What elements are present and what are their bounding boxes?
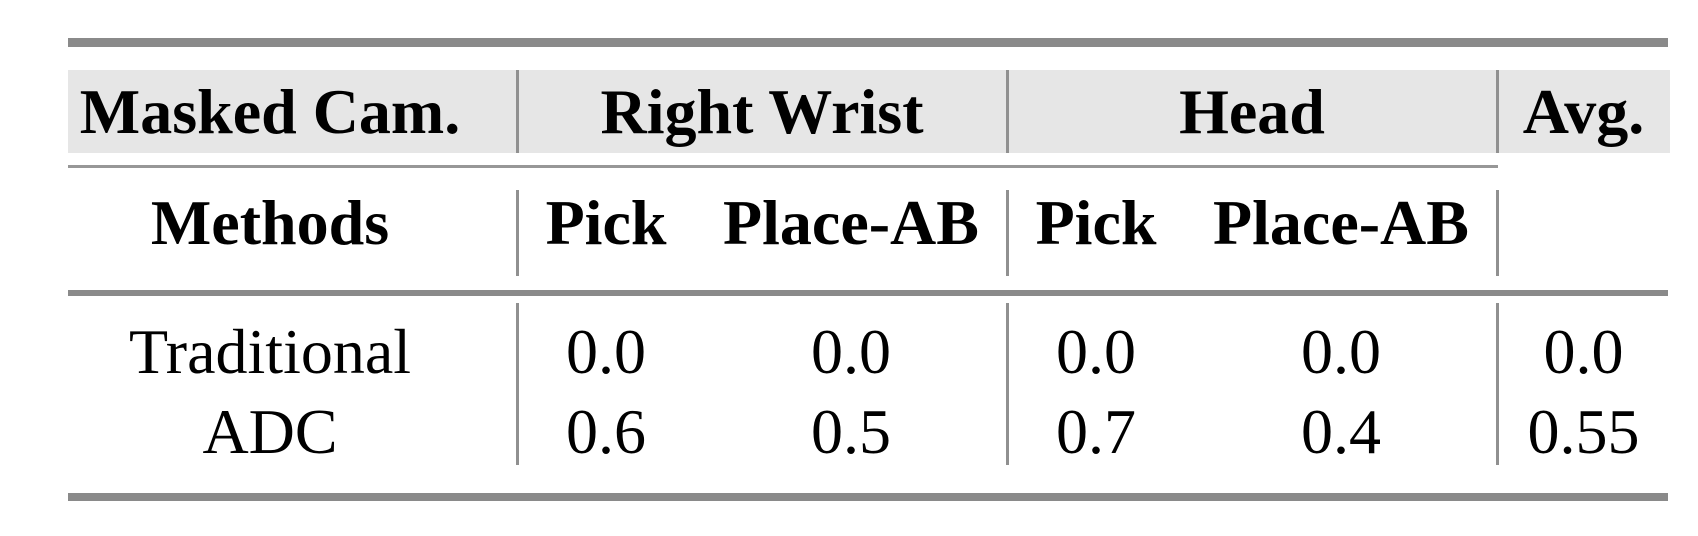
row-traditional-rw-pick: 0.0 [566,316,646,387]
header-rw-pick: Pick [545,187,667,258]
row-traditional-avg: 0.0 [1543,316,1624,387]
header-band [68,70,1670,153]
column-divider [516,70,519,153]
header-head: Head [1179,75,1325,147]
row-adc-rw-place-ab: 0.5 [811,396,891,467]
row-adc-rw-pick: 0.6 [566,396,646,467]
header-avg: Avg. [1522,75,1645,147]
row-adc-head-pick: 0.7 [1056,396,1136,467]
header-head-pick: Pick [1035,187,1157,258]
header-masked-cam: Masked Cam. [79,75,461,147]
column-divider [516,303,519,465]
row-traditional-rw-place-ab: 0.0 [811,316,891,387]
column-divider [516,190,519,276]
column-divider [1006,190,1009,276]
row-traditional-head-pick: 0.0 [1056,316,1136,387]
top-rule [68,38,1668,47]
header-methods: Methods [150,187,390,258]
bottom-rule [68,493,1668,501]
mid-rule [68,290,1668,296]
column-divider [1496,70,1499,153]
row-adc-method: ADC [202,396,338,467]
row-traditional-method: Traditional [128,316,412,387]
column-divider [1496,303,1499,465]
row-traditional-head-place-ab: 0.0 [1301,316,1381,387]
row-adc-head-place-ab: 0.4 [1301,396,1381,467]
column-divider [1006,70,1009,153]
header-right-wrist: Right Wrist [600,75,924,147]
header-head-place-ab: Place-AB [1213,187,1469,258]
row-adc-avg: 0.55 [1527,396,1640,467]
header-sub-rule [68,165,1498,168]
column-divider [1006,303,1009,465]
header-rw-place-ab: Place-AB [723,187,979,258]
column-divider [1496,190,1499,276]
